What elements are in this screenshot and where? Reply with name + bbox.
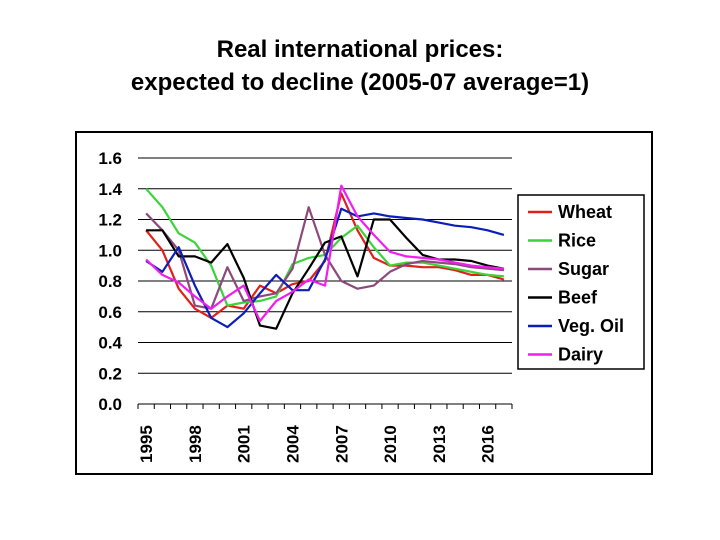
chart-title: Real international prices: expected to d… bbox=[0, 33, 720, 99]
y-tick-label: 0.8 bbox=[98, 272, 122, 291]
x-tick-label: 2004 bbox=[283, 425, 302, 463]
gridlines bbox=[138, 157, 512, 374]
x-tick-label: 1995 bbox=[137, 425, 156, 463]
legend-label: Sugar bbox=[558, 259, 609, 279]
y-tick-label: 1.6 bbox=[98, 149, 122, 168]
x-tick-label: 2010 bbox=[381, 425, 400, 463]
series-line-veg-oil bbox=[145, 207, 505, 329]
legend: Wheat Rice Sugar Beef Veg. Oil Dairy bbox=[517, 194, 645, 370]
y-tick-label: 0.2 bbox=[98, 364, 122, 383]
axes: 0.0 0.2 0.4 0.6 0.8 1.0 1.2 1.4 1.6 1995 1998 2001 2… bbox=[98, 149, 513, 463]
legend-label: Beef bbox=[558, 288, 598, 308]
x-tick-label: 2001 bbox=[235, 425, 254, 463]
y-tick-label: 0.0 bbox=[98, 395, 122, 414]
series-lines bbox=[145, 184, 505, 330]
y-tick-label: 0.6 bbox=[98, 303, 122, 322]
legend-label: Veg. Oil bbox=[558, 316, 624, 336]
series-line-dairy bbox=[145, 184, 505, 323]
y-tick-label: 0.4 bbox=[98, 334, 122, 353]
x-tick-label: 2007 bbox=[332, 425, 351, 463]
chart-title-line-2: expected to decline (2005-07 average=1) bbox=[130, 69, 590, 96]
y-tick-label: 1.4 bbox=[98, 180, 122, 199]
legend-label: Dairy bbox=[558, 345, 603, 365]
x-tick-label: 2013 bbox=[430, 425, 449, 463]
x-tick-label: 2016 bbox=[479, 425, 498, 463]
x-tick-label: 1998 bbox=[186, 425, 205, 463]
y-tick-label: 1.0 bbox=[98, 241, 122, 260]
series-line-rice bbox=[145, 188, 505, 307]
y-tick-label: 1.2 bbox=[98, 211, 122, 230]
chart-title-line-1: Real international prices: bbox=[216, 36, 504, 63]
legend-label: Rice bbox=[558, 231, 596, 251]
legend-box bbox=[517, 194, 645, 370]
legend-label: Wheat bbox=[558, 202, 612, 222]
